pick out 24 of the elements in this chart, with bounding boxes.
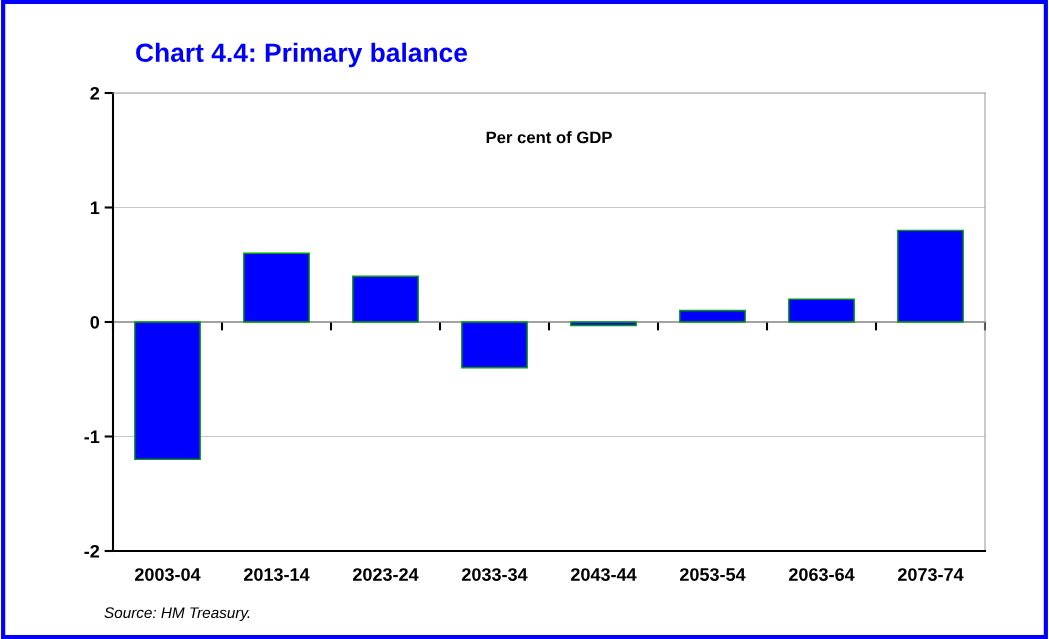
x-tick-label: 2073-74 (898, 568, 964, 581)
x-tick-label: 2053-54 (680, 568, 746, 581)
bar (461, 321, 528, 369)
bar (134, 321, 201, 461)
source-note: Source: HM Treasury. (104, 607, 250, 622)
bar (679, 309, 746, 323)
y-axis-title: Per cent of GDP (486, 131, 612, 144)
bar (788, 298, 855, 323)
x-tick-label: 2043-44 (571, 568, 637, 581)
bar (243, 252, 310, 323)
x-tick-label: 2033-34 (462, 568, 528, 581)
x-tick-label: 2023-24 (353, 568, 419, 581)
bar (352, 275, 419, 323)
bar (570, 321, 637, 327)
y-tick-label: 0 (90, 315, 100, 329)
y-tick-label: 1 (90, 201, 100, 215)
y-tick-label: -2 (84, 544, 100, 558)
bar (897, 229, 964, 323)
x-tick-label: 2003-04 (135, 568, 201, 581)
y-tick-label: 2 (90, 86, 100, 100)
y-tick-label: -1 (84, 430, 100, 444)
x-tick-label: 2013-14 (244, 568, 310, 581)
chart-title: Chart 4.4: Primary balance (136, 42, 468, 68)
x-tick-label: 2063-64 (789, 568, 855, 581)
